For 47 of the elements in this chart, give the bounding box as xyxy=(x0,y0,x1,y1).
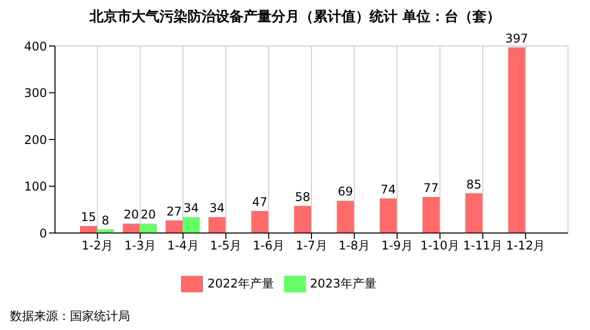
data-label: 20 xyxy=(140,208,156,222)
x-tick-label: 1-9月 xyxy=(381,238,413,253)
bar xyxy=(380,198,397,233)
x-tick-label: 1-5月 xyxy=(210,238,242,253)
bar xyxy=(336,200,354,233)
data-label: 397 xyxy=(505,31,528,46)
data-label: 8 xyxy=(102,213,110,228)
y-tick-label: 0 xyxy=(39,226,47,240)
bar xyxy=(508,47,526,233)
x-tick-label: 1-3月 xyxy=(124,238,156,253)
bar xyxy=(422,197,440,233)
data-label: 27 xyxy=(166,204,182,218)
x-tick-label: 1-12月 xyxy=(506,238,546,253)
y-tick-label: 400 xyxy=(24,39,47,54)
bar xyxy=(251,211,268,233)
data-label: 20 xyxy=(124,208,139,222)
data-label: 34 xyxy=(183,201,199,216)
x-tick-label: 1-2月 xyxy=(82,238,114,253)
data-label: 58 xyxy=(294,190,310,204)
legend-label: 2022年产量 xyxy=(207,276,274,290)
x-tick-label: 1-6月 xyxy=(252,238,284,253)
bar xyxy=(140,224,157,233)
data-label: 74 xyxy=(380,182,396,196)
data-label: 85 xyxy=(466,177,482,192)
source-note: 数据来源：国家统计局 xyxy=(10,308,130,325)
data-label: 34 xyxy=(209,201,225,216)
chart-title: 北京市大气污染防治设备产量分月（累计值）统计 单位：台（套） xyxy=(88,8,502,26)
bar xyxy=(294,206,312,233)
y-tick-label: 300 xyxy=(24,86,47,100)
bar xyxy=(208,217,226,233)
x-tick-label: 1-11月 xyxy=(463,238,502,253)
bar xyxy=(80,226,97,233)
data-label: 47 xyxy=(252,195,268,210)
bar xyxy=(182,217,200,233)
data-label: 69 xyxy=(338,184,354,199)
x-tick-label: 1-7月 xyxy=(296,238,328,253)
x-tick-label: 1-10月 xyxy=(420,238,460,253)
legend-label: 2023年产量 xyxy=(310,276,377,290)
y-tick-label: 200 xyxy=(24,132,47,147)
data-label: 15 xyxy=(80,210,96,224)
bar xyxy=(122,224,140,233)
bar xyxy=(465,193,482,233)
y-tick-label: 100 xyxy=(24,180,47,194)
x-tick-label: 1-4月 xyxy=(167,238,199,253)
bar xyxy=(166,220,183,233)
data-label: 77 xyxy=(423,181,439,196)
x-tick-label: 1-8月 xyxy=(338,238,370,253)
